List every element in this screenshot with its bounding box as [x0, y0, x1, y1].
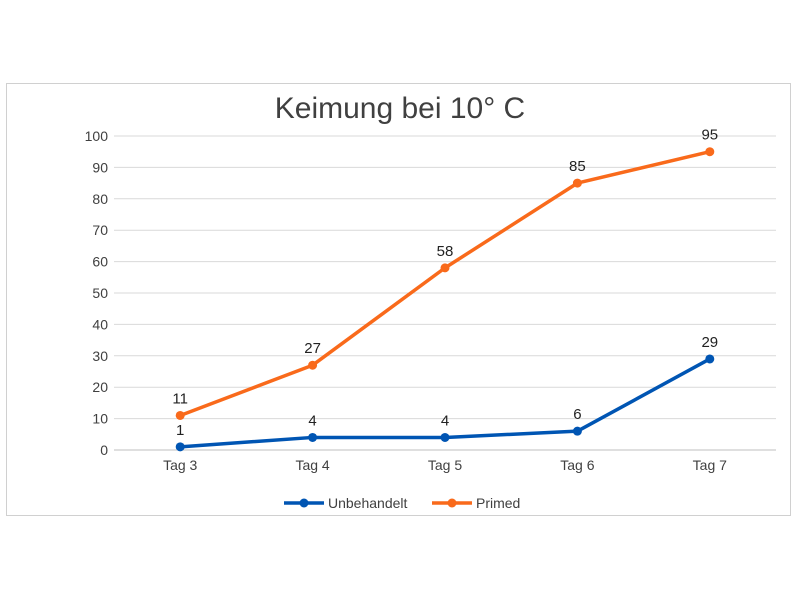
data-point — [175, 442, 185, 452]
y-tick-label: 30 — [92, 348, 108, 364]
data-label: 27 — [304, 340, 321, 357]
series-line — [178, 149, 712, 418]
legend-label: Unbehandelt — [328, 495, 408, 511]
data-label: 29 — [701, 334, 718, 351]
legend-label: Primed — [476, 495, 520, 511]
legend-swatch-marker — [299, 498, 309, 508]
data-point — [308, 432, 318, 442]
x-axis-ticks: Tag 3 Tag 4 Tag 5 Tag 6 Tag 7 — [163, 457, 727, 473]
y-tick-label: 90 — [92, 159, 108, 175]
x-tick-label: Tag 5 — [428, 457, 462, 473]
x-tick-label: Tag 6 — [560, 457, 594, 473]
data-point — [440, 263, 450, 273]
data-label: 58 — [437, 243, 454, 260]
y-axis-ticks: 0 10 20 30 40 50 60 70 80 90 100 — [85, 128, 109, 458]
y-tick-label: 70 — [92, 222, 108, 238]
series-lines — [175, 147, 715, 452]
data-labels: 1 4 4 6 29 11 27 58 85 95 — [172, 127, 718, 439]
y-tick-label: 0 — [100, 442, 108, 458]
y-tick-label: 80 — [92, 191, 108, 207]
data-point — [308, 360, 318, 370]
data-label: 6 — [573, 406, 581, 423]
y-tick-label: 100 — [85, 128, 109, 144]
y-tick-label: 10 — [92, 411, 108, 427]
data-label: 4 — [441, 412, 449, 429]
legend: Unbehandelt Primed — [284, 495, 520, 511]
x-tick-label: Tag 3 — [163, 457, 197, 473]
x-tick-label: Tag 4 — [295, 457, 329, 473]
chart-frame — [6, 83, 791, 516]
data-point — [705, 354, 715, 364]
data-point — [705, 147, 715, 157]
y-tick-label: 60 — [92, 254, 108, 270]
data-label: 85 — [569, 158, 586, 175]
data-label: 4 — [308, 412, 316, 429]
chart-title: Keimung bei 10° C — [275, 92, 525, 125]
y-tick-label: 50 — [92, 285, 108, 301]
data-label: 1 — [176, 422, 184, 439]
data-point — [175, 410, 185, 420]
data-label: 95 — [701, 127, 718, 144]
data-label: 11 — [172, 390, 188, 407]
y-tick-label: 40 — [92, 316, 108, 332]
data-point — [572, 426, 582, 436]
y-tick-label: 20 — [92, 379, 108, 395]
data-point — [572, 178, 582, 188]
legend-swatch-marker — [447, 498, 457, 508]
grid-lines — [114, 135, 776, 451]
x-tick-label: Tag 7 — [693, 457, 727, 473]
data-point — [440, 432, 450, 442]
